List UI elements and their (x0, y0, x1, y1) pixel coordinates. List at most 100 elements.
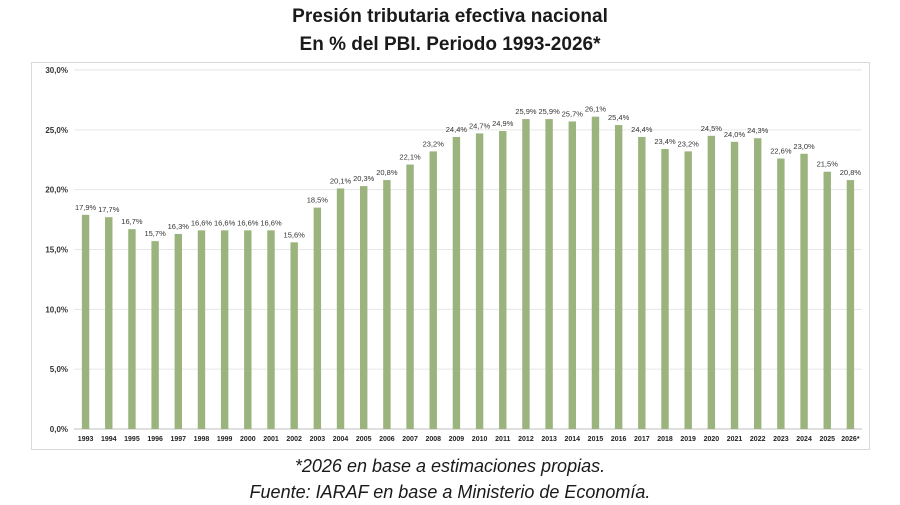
bar (568, 121, 577, 429)
y-tick-label: 20,0% (45, 186, 68, 195)
bar (81, 214, 90, 429)
x-tick-label: 2022 (750, 436, 766, 443)
bar (591, 116, 600, 430)
data-label: 24,0% (724, 130, 746, 139)
source-footnote: Fuente: IARAF en base a Ministerio de Ec… (249, 482, 651, 502)
x-tick-label: 2002 (286, 436, 302, 443)
x-tick-label: 2024 (796, 436, 812, 443)
data-label: 24,4% (446, 125, 468, 134)
chart-area: 17,9% 17,7% 16,7% 15,7% 16,3% 16,6% 16,6% 16,6%… (31, 62, 870, 450)
data-label: 25,7% (562, 109, 584, 118)
bar (267, 230, 275, 429)
bar (290, 242, 298, 429)
x-tick-label: 2010 (472, 436, 488, 443)
data-label: 16,6% (237, 218, 259, 227)
estimate-footnote: *2026 en base a estimaciones propias. (294, 456, 606, 476)
x-tick-label: 1995 (124, 436, 140, 443)
x-tick-label: 2019 (680, 436, 696, 443)
x-tick-label: 1997 (171, 436, 187, 443)
x-tick-label: 2020 (704, 436, 720, 443)
bar (846, 180, 855, 429)
bar (128, 229, 136, 429)
data-label: 22,6% (770, 147, 792, 156)
data-label: 23,0% (793, 142, 815, 151)
x-tick-label: 2001 (263, 436, 279, 443)
bar (174, 233, 183, 429)
x-tick-label: 2018 (657, 436, 673, 443)
bar (522, 119, 530, 430)
x-tick-label: 2011 (495, 436, 510, 443)
bar (336, 188, 345, 429)
bar (777, 158, 785, 429)
y-tick-label: 0,0% (50, 425, 68, 434)
bar (406, 164, 414, 429)
bar (383, 180, 391, 429)
data-label: 22,1% (399, 153, 421, 162)
data-label: 16,3% (168, 222, 190, 231)
x-tick-label: 2007 (402, 436, 418, 443)
data-label: 15,7% (144, 229, 166, 238)
data-label: 23,2% (678, 139, 700, 148)
x-tick-label: 2026* (841, 436, 860, 443)
data-label: 25,4% (608, 113, 630, 122)
data-label: 26,1% (585, 105, 607, 114)
bar (800, 153, 808, 429)
bar (151, 241, 159, 429)
data-label: 16,7% (121, 217, 143, 226)
bar (499, 131, 507, 429)
bar (638, 137, 646, 429)
x-tick-label: 2014 (565, 436, 581, 443)
y-tick-label: 10,0% (45, 305, 68, 314)
x-tick-label: 2015 (588, 436, 604, 443)
bar (614, 125, 623, 429)
x-tick-label: 2013 (541, 436, 557, 443)
x-tick-label: 1999 (217, 436, 233, 443)
bar (707, 135, 716, 430)
data-label: 20,8% (840, 168, 862, 177)
data-label: 25,9% (515, 107, 537, 116)
data-label: 23,2% (423, 139, 445, 148)
data-label: 16,6% (214, 218, 236, 227)
x-tick-label: 1993 (78, 436, 94, 443)
x-tick-label: 2021 (727, 436, 743, 443)
y-tick-label: 25,0% (45, 126, 68, 135)
data-label: 24,4% (631, 125, 653, 134)
data-label: 17,9% (75, 203, 97, 212)
bar (823, 171, 831, 429)
data-label: 20,8% (376, 168, 398, 177)
x-tick-label: 2017 (634, 436, 650, 443)
x-tick-label: 2009 (449, 436, 465, 443)
x-tick-label: 2004 (333, 436, 349, 443)
data-label: 24,5% (701, 124, 723, 133)
data-label: 16,6% (260, 218, 282, 227)
bar (429, 151, 437, 429)
y-tick-label: 15,0% (45, 246, 68, 255)
bar (220, 230, 229, 429)
data-label: 21,5% (817, 160, 839, 169)
x-tick-label: 2000 (240, 436, 256, 443)
x-tick-label: 2008 (425, 436, 441, 443)
x-tick-label: 2005 (356, 436, 372, 443)
data-label: 25,9% (538, 107, 560, 116)
bar (475, 133, 484, 429)
y-tick-label: 30,0% (45, 66, 68, 75)
data-label: 23,4% (654, 137, 676, 146)
bar (684, 151, 692, 429)
y-tick-label: 5,0% (50, 365, 68, 374)
data-label: 17,7% (98, 205, 120, 214)
x-tick-label: 1994 (101, 436, 117, 443)
data-label: 18,5% (307, 196, 329, 205)
data-label: 20,3% (353, 174, 375, 183)
data-label: 24,3% (747, 126, 769, 135)
bar (730, 141, 739, 430)
data-label: 24,7% (469, 121, 491, 130)
bar (244, 230, 252, 429)
data-label: 15,6% (284, 230, 306, 239)
bar (753, 138, 762, 429)
x-tick-label: 2023 (773, 436, 789, 443)
x-tick-label: 2012 (518, 436, 534, 443)
data-label: 24,9% (492, 119, 514, 128)
x-tick-label: 1996 (147, 436, 163, 443)
bar (105, 217, 113, 429)
bar (313, 207, 322, 429)
